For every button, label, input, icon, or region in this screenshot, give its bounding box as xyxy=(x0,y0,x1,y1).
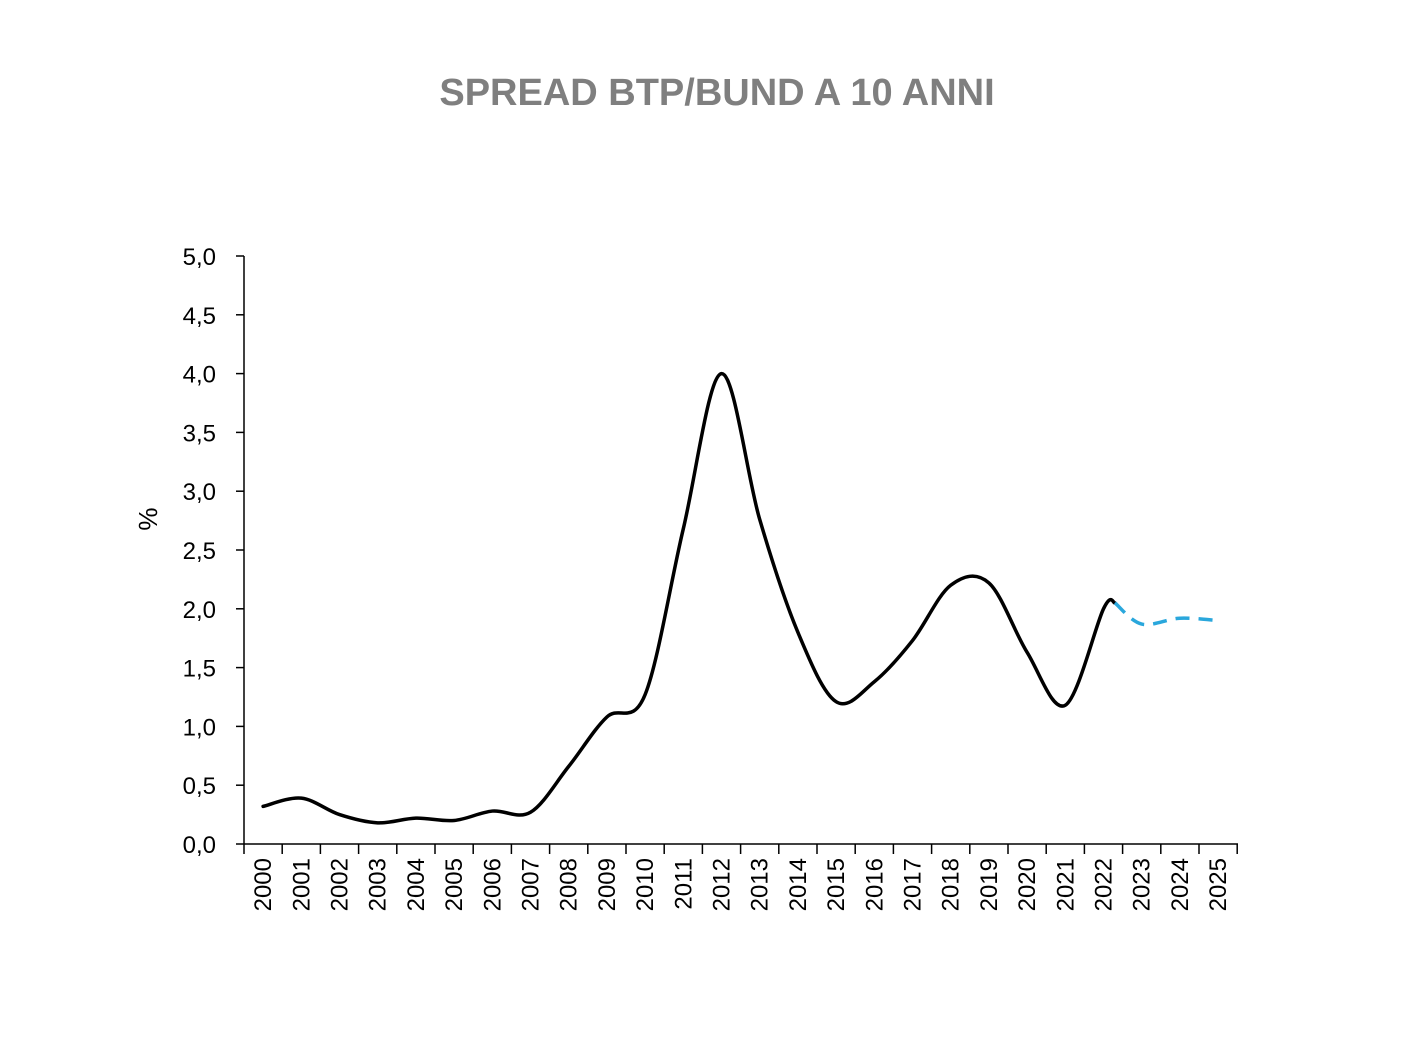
y-tick-label: 1,0 xyxy=(183,714,216,741)
x-tick-label: 2019 xyxy=(976,858,1003,911)
x-tick-label: 2018 xyxy=(938,858,965,911)
y-tick-label: 2,0 xyxy=(183,597,216,624)
y-tick-label: 4,5 xyxy=(183,303,216,330)
x-tick-label: 2008 xyxy=(556,858,583,911)
x-tick-label: 2023 xyxy=(1129,858,1156,911)
x-tick-label: 2001 xyxy=(288,858,315,911)
plot-area xyxy=(261,371,1219,825)
axes: 0,0 0,5 1,0 1,5 2,0 2,5 3,0 3,5 4,0 4,5 5,0 2000 200… xyxy=(183,244,1238,911)
y-tick-label: 1,5 xyxy=(183,656,216,683)
y-tick-label: 2,5 xyxy=(183,538,216,565)
y-tick-label: 3,5 xyxy=(183,420,216,447)
x-tick-label: 2007 xyxy=(518,858,545,911)
x-tick-label: 2013 xyxy=(747,858,774,911)
x-tick-label: 2012 xyxy=(709,858,736,911)
x-tick-label: 2006 xyxy=(479,858,506,911)
forecast-series-line xyxy=(1113,601,1219,627)
y-tick-label: 0,0 xyxy=(183,832,216,859)
x-tick-label: 2005 xyxy=(441,858,468,911)
x-tick-label: 2010 xyxy=(632,858,659,911)
x-tick-label: 2022 xyxy=(1091,858,1118,911)
y-tick-label: 0,5 xyxy=(183,773,216,800)
historical-series-line xyxy=(261,371,1117,825)
x-tick-label: 2000 xyxy=(250,858,277,911)
y-tick-label: 4,0 xyxy=(183,362,216,389)
x-tick-label: 2020 xyxy=(1014,858,1041,911)
x-tick-label: 2003 xyxy=(365,858,392,911)
x-tick-label: 2014 xyxy=(785,858,812,911)
y-tick-label: 5,0 xyxy=(183,244,216,271)
x-tick-label: 2009 xyxy=(594,858,621,911)
y-axis-title: % xyxy=(133,507,163,530)
x-tick-label: 2004 xyxy=(403,858,430,911)
x-tick-label: 2025 xyxy=(1205,858,1232,911)
y-tick-label: 3,0 xyxy=(183,479,216,506)
x-tick-label: 2016 xyxy=(861,858,888,911)
chart-title: SPREAD BTP/BUND A 10 ANNI xyxy=(439,72,995,114)
x-tick-label: 2002 xyxy=(327,858,354,911)
x-tick-label: 2011 xyxy=(670,858,697,910)
x-tick-label: 2015 xyxy=(823,858,850,911)
x-tick-label: 2024 xyxy=(1167,858,1194,911)
x-tick-label: 2021 xyxy=(1052,858,1079,911)
x-tick-label: 2017 xyxy=(900,858,927,911)
